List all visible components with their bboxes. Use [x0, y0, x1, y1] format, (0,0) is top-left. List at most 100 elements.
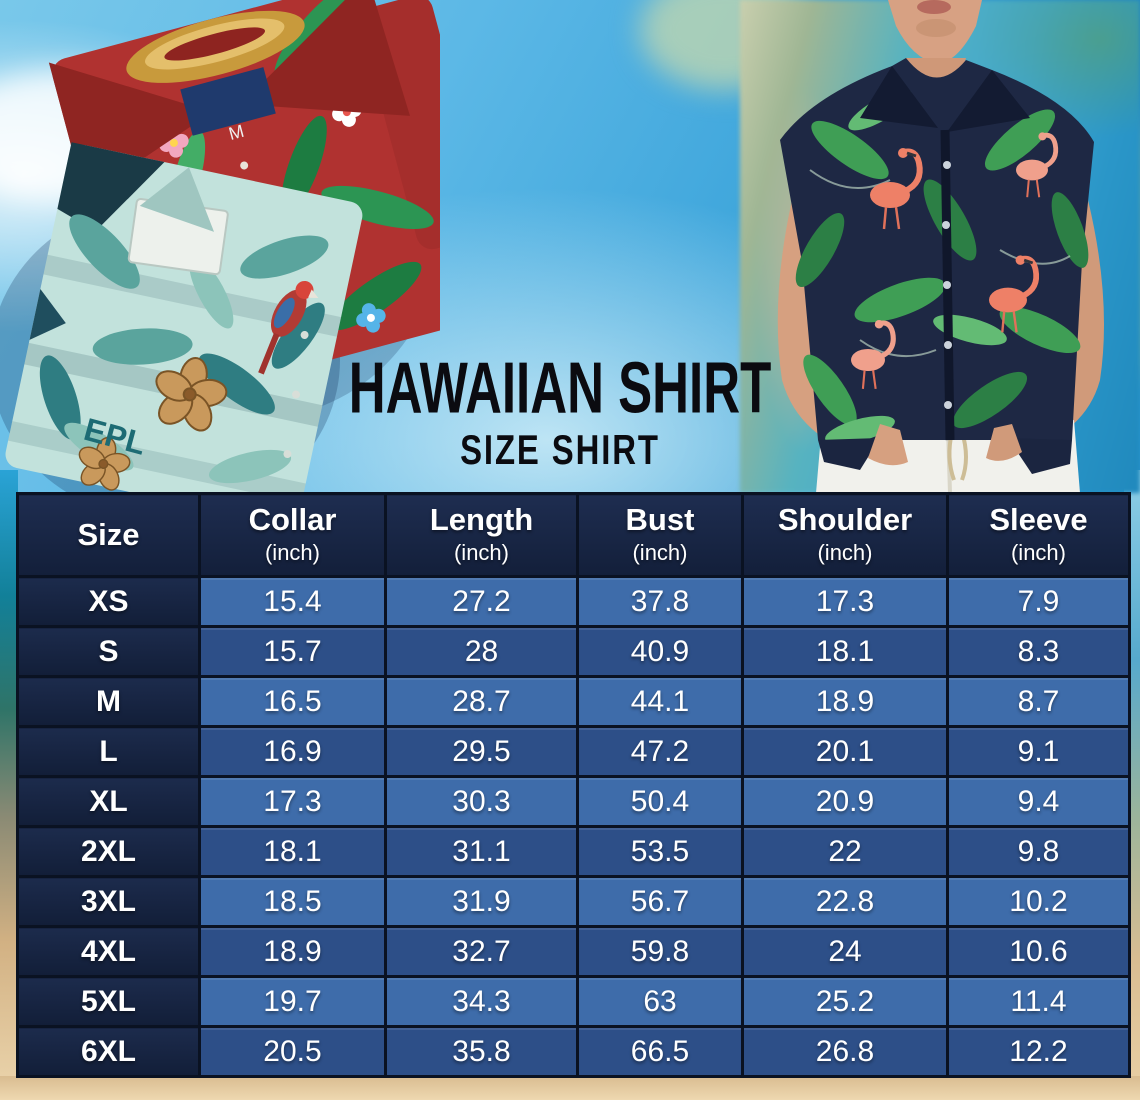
table-row-l: L 16.9 29.5 47.2 20.1 9.1 — [16, 725, 1131, 778]
model-head — [888, 0, 982, 64]
value-cell: 30.3 — [384, 775, 579, 828]
value-cell: 16.5 — [198, 675, 387, 728]
value-cell: 32.7 — [384, 925, 579, 978]
beach-background-left — [0, 470, 18, 1100]
size-cell: S — [16, 625, 201, 678]
value-cell: 37.8 — [576, 575, 744, 628]
value-cell: 10.6 — [946, 925, 1131, 978]
model-photo — [777, 0, 1104, 493]
value-cell: 28 — [384, 625, 579, 678]
value-cell: 63 — [576, 975, 744, 1028]
column-header-bust: Bust (inch) — [576, 492, 744, 578]
value-cell: 47.2 — [576, 725, 744, 778]
value-cell: 27.2 — [384, 575, 579, 628]
value-cell: 22.8 — [741, 875, 949, 928]
table-row-xl: XL 17.3 30.3 50.4 20.9 9.4 — [16, 775, 1131, 828]
value-cell: 15.7 — [198, 625, 387, 678]
size-chart-head: Size Collar (inch) Length (inch) Bust (inch) Sh… — [16, 492, 1131, 578]
value-cell: 19.7 — [198, 975, 387, 1028]
value-cell: 59.8 — [576, 925, 744, 978]
teal-shirt-photo: EPL — [5, 142, 363, 500]
value-cell: 15.4 — [198, 575, 387, 628]
value-cell: 31.9 — [384, 875, 579, 928]
value-cell: 24 — [741, 925, 949, 978]
table-row-5xl: 5XL 19.7 34.3 63 25.2 11.4 — [16, 975, 1131, 1028]
table-row-xs: XS 15.4 27.2 37.8 17.3 7.9 — [16, 575, 1131, 628]
parrot-print — [258, 280, 319, 375]
value-cell: 10.2 — [946, 875, 1131, 928]
value-cell: 53.5 — [576, 825, 744, 878]
value-cell: 16.9 — [198, 725, 387, 778]
value-cell: 28.7 — [384, 675, 579, 728]
table-row-6xl: 6XL 20.5 35.8 66.5 26.8 12.2 — [16, 1025, 1131, 1078]
value-cell: 25.2 — [741, 975, 949, 1028]
value-cell: 9.8 — [946, 825, 1131, 878]
value-cell: 34.3 — [384, 975, 579, 1028]
size-cell: 6XL — [16, 1025, 201, 1078]
value-cell: 40.9 — [576, 625, 744, 678]
table-row-m: M 16.5 28.7 44.1 18.9 8.7 — [16, 675, 1131, 728]
value-cell: 11.4 — [946, 975, 1131, 1028]
page-subtitle: SIZE SHIRT — [460, 427, 660, 474]
sand-background — [0, 1076, 1140, 1100]
column-header-collar: Collar (inch) — [198, 492, 387, 578]
shirt-buttons — [942, 161, 952, 409]
value-cell: 8.7 — [946, 675, 1131, 728]
column-header-sleeve: Sleeve (inch) — [946, 492, 1131, 578]
value-cell: 17.3 — [198, 775, 387, 828]
size-chart-body: XS 15.4 27.2 37.8 17.3 7.9 S 15.7 28 40.9 18.1 8.3 M… — [16, 575, 1131, 1078]
value-cell: 22 — [741, 825, 949, 878]
size-cell: XL — [16, 775, 201, 828]
size-tag-letter: M — [227, 121, 247, 144]
page-title: HAWAIIAN SHIRT — [348, 347, 772, 429]
table-row-4xl: 4XL 18.9 32.7 59.8 24 10.6 — [16, 925, 1131, 978]
table-row-3xl: 3XL 18.5 31.9 56.7 22.8 10.2 — [16, 875, 1131, 928]
column-header-length: Length (inch) — [384, 492, 579, 578]
value-cell: 44.1 — [576, 675, 744, 728]
right-hand — [986, 424, 1022, 461]
value-cell: 18.9 — [741, 675, 949, 728]
size-cell: M — [16, 675, 201, 728]
table-row-s: S 15.7 28 40.9 18.1 8.3 — [16, 625, 1131, 678]
value-cell: 7.9 — [946, 575, 1131, 628]
value-cell: 18.1 — [741, 625, 949, 678]
value-cell: 9.4 — [946, 775, 1131, 828]
headline: HAWAIIAN SHIRT SIZE SHIRT — [295, 346, 825, 474]
size-cell: XS — [16, 575, 201, 628]
value-cell: 20.1 — [741, 725, 949, 778]
column-header-size: Size — [16, 492, 201, 578]
value-cell: 26.8 — [741, 1025, 949, 1078]
value-cell: 8.3 — [946, 625, 1131, 678]
value-cell: 9.1 — [946, 725, 1131, 778]
value-cell: 35.8 — [384, 1025, 579, 1078]
value-cell: 18.5 — [198, 875, 387, 928]
size-cell: 2XL — [16, 825, 201, 878]
table-row-2xl: 2XL 18.1 31.1 53.5 22 9.8 — [16, 825, 1131, 878]
value-cell: 18.1 — [198, 825, 387, 878]
value-cell: 29.5 — [384, 725, 579, 778]
size-cell: 5XL — [16, 975, 201, 1028]
collar-size-tag — [180, 67, 276, 136]
value-cell: 56.7 — [576, 875, 744, 928]
gold-logo — [126, 10, 305, 83]
column-header-shoulder: Shoulder (inch) — [741, 492, 949, 578]
size-cell: 4XL — [16, 925, 201, 978]
left-hand — [868, 424, 908, 466]
value-cell: 18.9 — [198, 925, 387, 978]
size-chart-table: Size Collar (inch) Length (inch) Bust (inch) Sh… — [16, 492, 1131, 1078]
value-cell: 50.4 — [576, 775, 744, 828]
value-cell: 17.3 — [741, 575, 949, 628]
value-cell: 66.5 — [576, 1025, 744, 1078]
size-cell: L — [16, 725, 201, 778]
value-cell: 20.9 — [741, 775, 949, 828]
value-cell: 31.1 — [384, 825, 579, 878]
product-photo-folded-shirts: M — [0, 0, 440, 500]
flamingo-print — [851, 132, 1059, 390]
value-cell: 20.5 — [198, 1025, 387, 1078]
hibiscus-print — [78, 357, 228, 491]
flamingo-shirt — [780, 58, 1094, 474]
size-cell: 3XL — [16, 875, 201, 928]
value-cell: 12.2 — [946, 1025, 1131, 1078]
lips — [917, 0, 951, 14]
